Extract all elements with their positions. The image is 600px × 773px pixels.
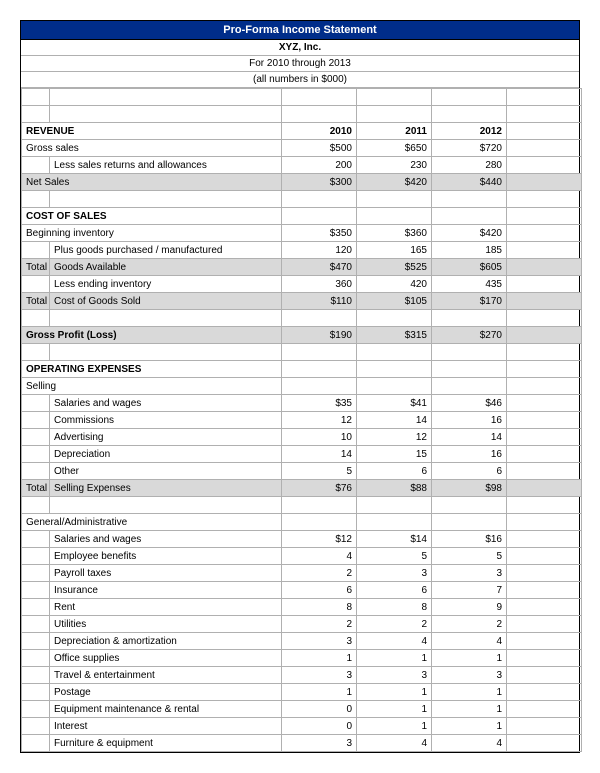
units-label: (all numbers in $000) xyxy=(21,72,579,88)
table-row: Less ending inventory360420435 xyxy=(22,276,582,293)
period-label: For 2010 through 2013 xyxy=(21,56,579,72)
table-row: Gross sales$500$650$720 xyxy=(22,140,582,157)
table-row: Furniture & equipment344 xyxy=(22,735,582,752)
statement-table: REVENUE201020112012Gross sales$500$650$7… xyxy=(21,88,582,752)
income-statement-sheet: Pro-Forma Income Statement XYZ, Inc. For… xyxy=(20,20,580,753)
blank-row xyxy=(22,344,582,361)
cos-header: COST OF SALES xyxy=(22,208,582,225)
opex-header: OPERATING EXPENSES xyxy=(22,361,582,378)
ga-subheader: General/Administrative xyxy=(22,514,582,531)
table-row: Advertising101214 xyxy=(22,429,582,446)
table-row: Beginning inventory$350$360$420 xyxy=(22,225,582,242)
table-row: Net Sales$300$420$440 xyxy=(22,174,582,191)
table-row: Interest011 xyxy=(22,718,582,735)
table-row: Equipment maintenance & rental011 xyxy=(22,701,582,718)
blank-row xyxy=(22,89,582,106)
table-row: Other566 xyxy=(22,463,582,480)
company-name: XYZ, Inc. xyxy=(21,40,579,56)
table-row: Payroll taxes233 xyxy=(22,565,582,582)
table-row: TotalCost of Goods Sold$110$105$170 xyxy=(22,293,582,310)
blank-row xyxy=(22,191,582,208)
table-row: Employee benefits455 xyxy=(22,548,582,565)
table-row: Postage111 xyxy=(22,684,582,701)
table-row: Rent889 xyxy=(22,599,582,616)
blank-row xyxy=(22,310,582,327)
table-row: Depreciation & amortization344 xyxy=(22,633,582,650)
table-row: Gross Profit (Loss)$190$315$270 xyxy=(22,327,582,344)
table-row: TotalSelling Expenses$76$88$98 xyxy=(22,480,582,497)
table-row: TotalGoods Available$470$525$605 xyxy=(22,259,582,276)
table-row: Plus goods purchased / manufactured12016… xyxy=(22,242,582,259)
table-row: Commissions121416 xyxy=(22,412,582,429)
selling-subheader: Selling xyxy=(22,378,582,395)
table-row: Travel & entertainment333 xyxy=(22,667,582,684)
table-row: Utilities222 xyxy=(22,616,582,633)
blank-row xyxy=(22,106,582,123)
table-row: Office supplies111 xyxy=(22,650,582,667)
table-row: Salaries and wages$12$14$16 xyxy=(22,531,582,548)
table-row: Insurance667 xyxy=(22,582,582,599)
table-row: Depreciation141516 xyxy=(22,446,582,463)
table-row: Salaries and wages$35$41$46 xyxy=(22,395,582,412)
title-bar: Pro-Forma Income Statement xyxy=(21,21,579,40)
table-row: Less sales returns and allowances2002302… xyxy=(22,157,582,174)
blank-row xyxy=(22,497,582,514)
revenue-header: REVENUE201020112012 xyxy=(22,123,582,140)
